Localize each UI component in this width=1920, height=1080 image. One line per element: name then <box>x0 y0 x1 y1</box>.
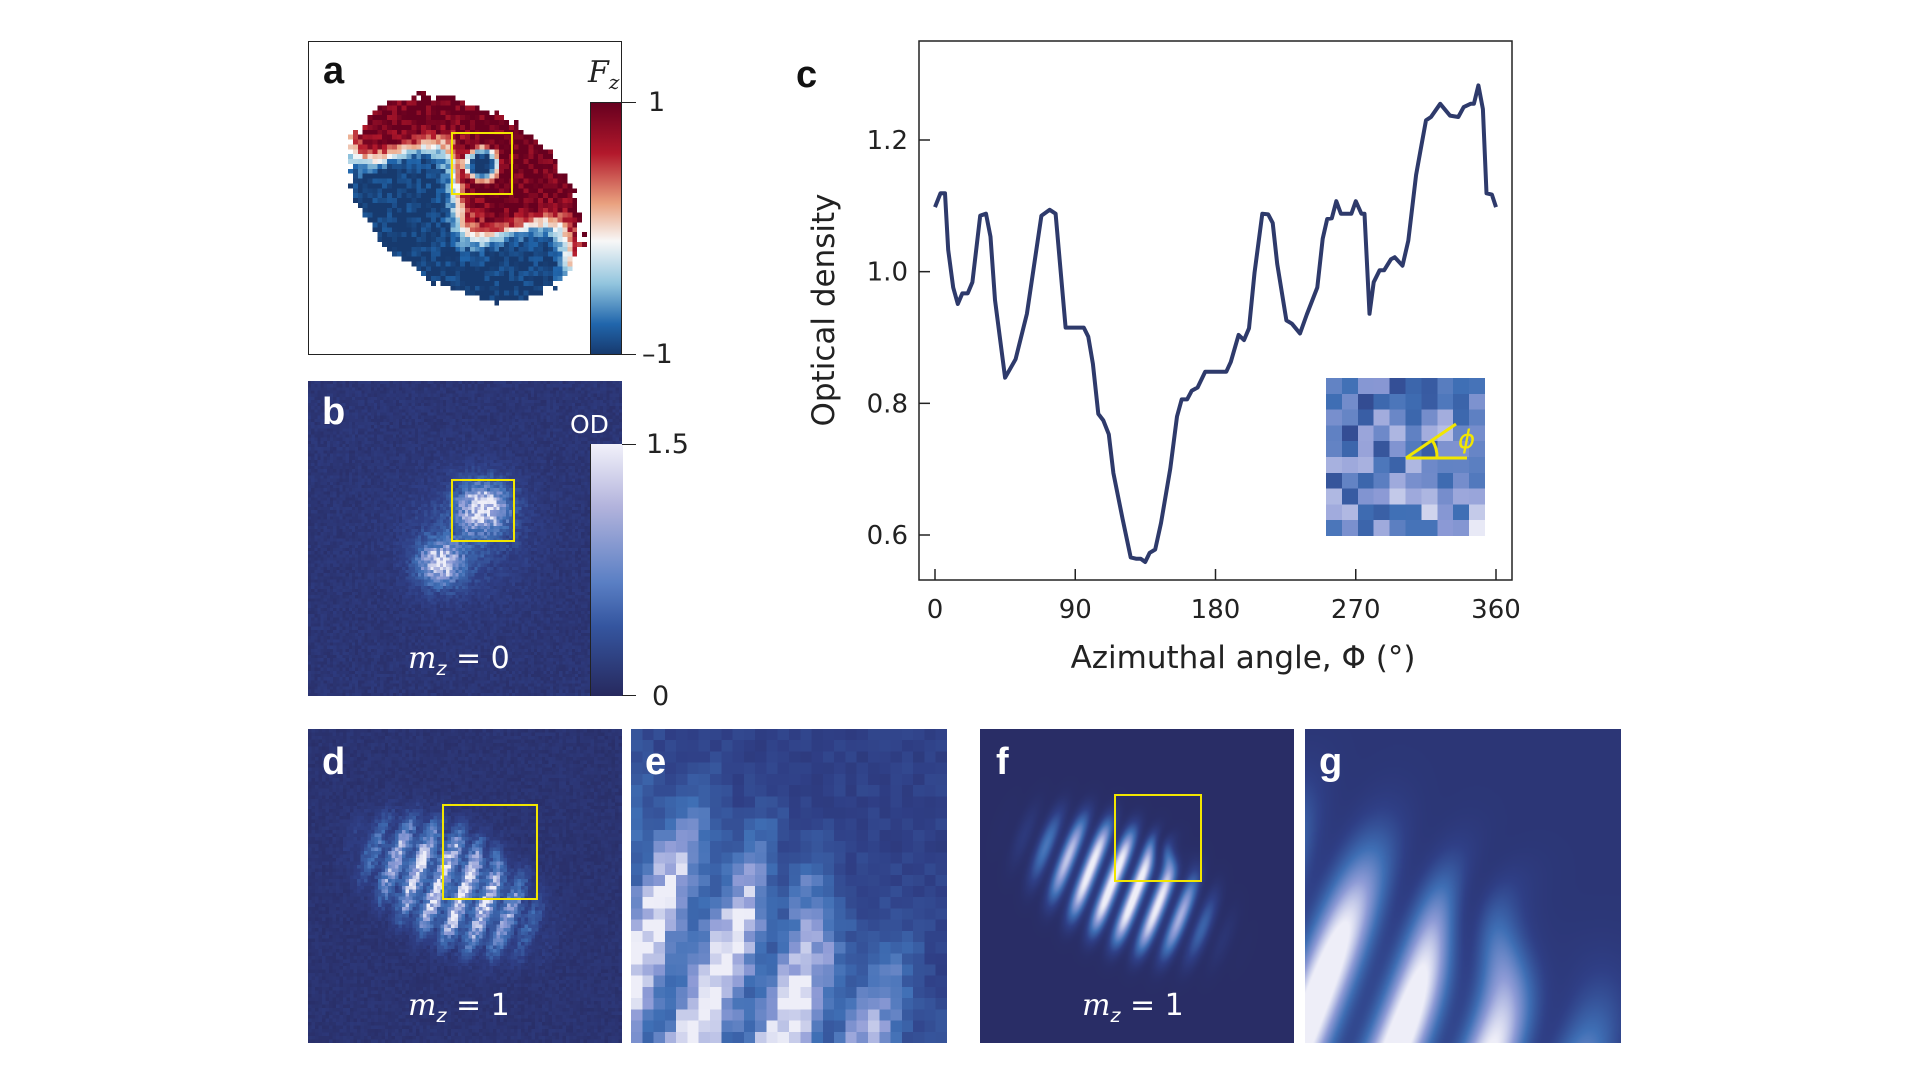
annotation-mz: mz = 1 <box>408 991 510 1026</box>
colorbar-title: F <box>588 55 609 90</box>
highlight-box <box>450 132 514 195</box>
experiment-image <box>308 729 622 1043</box>
colorbar-a <box>590 102 622 355</box>
tick <box>622 354 636 355</box>
panel-d-experiment-image: d mz = 1 <box>308 729 622 1043</box>
spin-map-image <box>309 42 621 354</box>
density-image <box>308 381 622 696</box>
colorbar-a-max: 1 <box>648 87 666 118</box>
panel-label: d <box>322 741 346 783</box>
panel-label: e <box>645 741 667 783</box>
x-axis-label: Azimuthal angle, Φ (°) <box>1071 640 1416 676</box>
annotation-var: m <box>408 641 437 676</box>
simulation-zoom-image <box>1305 729 1621 1043</box>
panel-label: b <box>322 391 346 433</box>
panel-label: a <box>323 50 345 92</box>
colorbar-b-max: 1.5 <box>646 429 689 460</box>
annotation-var: m <box>1082 988 1111 1023</box>
highlight-box <box>1114 794 1202 882</box>
colorbar-subscript: z <box>608 70 620 94</box>
panel-a-spin-map: a <box>308 41 622 355</box>
inset-image <box>1326 378 1485 536</box>
x-tick-label: 0 <box>927 595 944 625</box>
tick <box>622 102 636 103</box>
simulation-image <box>980 729 1294 1043</box>
panel-g-simulation-zoom: g <box>1305 729 1621 1043</box>
panel-b-density-image: b mz = 0 OD <box>308 381 622 696</box>
annotation-sub: z <box>436 1005 447 1027</box>
annotation-sub: z <box>436 658 447 680</box>
annotation-value: = 0 <box>446 641 510 676</box>
annotation-sub: z <box>1110 1005 1121 1027</box>
y-tick-label: 1.0 <box>867 258 908 288</box>
annotation-mz: mz = 0 <box>408 644 510 679</box>
x-tick-label: 270 <box>1331 595 1381 625</box>
annotation-value: = 1 <box>1120 988 1184 1023</box>
x-tick-label: 90 <box>1059 595 1092 625</box>
tick <box>622 695 636 696</box>
panel-f-simulation-image: f mz = 1 <box>980 729 1294 1043</box>
y-tick-label: 1.2 <box>867 126 908 156</box>
panel-e-experiment-zoom: e <box>631 729 947 1043</box>
y-tick-label: 0.6 <box>867 521 908 551</box>
highlight-box <box>442 804 539 901</box>
highlight-box <box>450 478 516 542</box>
experiment-zoom-image <box>631 729 947 1043</box>
y-tick-label: 0.8 <box>867 389 908 419</box>
x-tick-label: 360 <box>1471 595 1521 625</box>
panel-label: c <box>796 54 818 96</box>
annotation-mz: mz = 1 <box>1082 991 1184 1026</box>
tick <box>622 444 636 445</box>
panel-label: f <box>996 741 1009 783</box>
annotation-value: = 1 <box>446 988 510 1023</box>
colorbar-b <box>590 444 623 696</box>
colorbar-b-min: 0 <box>652 681 670 712</box>
x-tick-label: 180 <box>1191 595 1241 625</box>
colorbar-b-title: OD <box>570 410 609 439</box>
colorbar-a-min: –1 <box>642 339 673 370</box>
panel-label: g <box>1319 741 1343 783</box>
colorbar-a-title: Fz <box>588 55 620 94</box>
y-axis-label: Optical density <box>806 193 842 426</box>
annotation-var: m <box>408 988 437 1023</box>
